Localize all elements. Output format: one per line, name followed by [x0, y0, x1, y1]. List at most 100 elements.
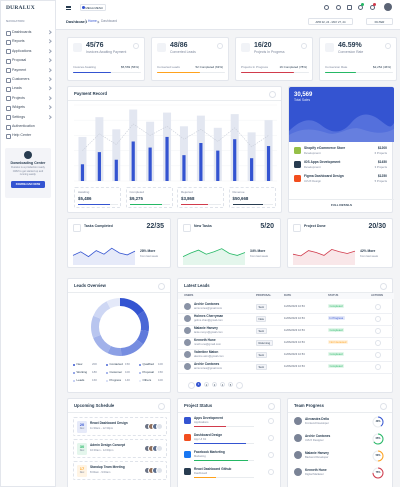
breadcrumb-item[interactable]: Home — [88, 19, 97, 23]
legend-dot — [139, 379, 141, 382]
sidebar — [0, 0, 56, 487]
stat-foot: Invoices Awaiting — [73, 65, 96, 69]
menu-icon — [6, 96, 11, 102]
progress-icon — [73, 224, 81, 232]
stat-menu[interactable] — [301, 43, 307, 49]
area-line — [182, 248, 246, 257]
menu-item[interactable]: Widgets — [12, 105, 25, 110]
header-icon[interactable] — [347, 4, 352, 10]
attendee-avatar — [156, 467, 163, 474]
ring-label: 50% — [375, 453, 381, 457]
menu-item[interactable]: Authentication — [12, 124, 35, 128]
lead-date: 11/06/2023 10:53 — [284, 341, 305, 344]
summary-value: $5,486 — [78, 196, 92, 201]
project-action[interactable] — [268, 418, 274, 424]
full-details-link[interactable]: FULL DETAILS — [330, 203, 353, 207]
action-button[interactable] — [375, 304, 381, 310]
project-action[interactable] — [268, 435, 274, 441]
proposal-badge: New — [256, 316, 267, 323]
legend-value: 20K — [92, 362, 98, 366]
action-button[interactable] — [375, 364, 381, 370]
progress-card: New Tasks 5/20 34% More from last week — [177, 218, 281, 268]
legend-dot — [73, 363, 75, 366]
menu-item[interactable]: Customers — [12, 77, 30, 81]
progress-fill — [157, 72, 200, 74]
progress-value: 5/20 — [260, 223, 274, 230]
sales-label: Total Sales — [294, 98, 311, 102]
project-action[interactable] — [268, 469, 274, 475]
card-menu[interactable] — [158, 283, 165, 290]
page-number[interactable]: 2 — [204, 382, 209, 387]
menu-item[interactable]: Projects — [12, 95, 25, 100]
menu-item[interactable]: Dashboards — [12, 30, 32, 34]
menu-item[interactable]: Applications — [12, 48, 32, 53]
project-action[interactable] — [268, 452, 274, 458]
mega-menu[interactable]: MEGA MENU — [80, 3, 106, 11]
card-menu[interactable] — [380, 283, 387, 290]
page-number[interactable]: 5 — [228, 382, 233, 387]
action-button[interactable] — [375, 328, 381, 334]
lead-name: Malanie Hanvey — [194, 326, 218, 330]
bar — [97, 152, 101, 181]
summary-value: $3,868 — [181, 196, 195, 201]
page-prev[interactable] — [188, 382, 195, 389]
header-icon[interactable] — [324, 4, 329, 10]
event-time: 8:00am - 9:00am — [90, 471, 111, 474]
card-menu[interactable] — [269, 91, 276, 98]
menu-item[interactable]: Proposal — [12, 58, 27, 63]
lead-avatar — [184, 363, 191, 370]
menu-item[interactable]: Reports — [12, 39, 25, 44]
date-range[interactable]: APR 02, 24 - MAY 27, 24 — [308, 18, 353, 25]
member-name: Alexandra Della — [305, 416, 329, 421]
menu-item[interactable]: Help Center — [12, 133, 32, 138]
progress-icon — [293, 224, 301, 232]
legend-value: 18K — [92, 370, 98, 374]
legend-value: 15K — [125, 362, 131, 366]
event-title: Standup Team Meeting — [90, 465, 125, 469]
column-header: PROPOSAL — [256, 294, 272, 298]
stat-icon — [241, 43, 250, 52]
header-icon[interactable] — [370, 4, 375, 10]
action-button[interactable] — [375, 340, 381, 346]
menu-item[interactable]: Leads — [12, 86, 22, 91]
filter-button[interactable]: FILTER — [366, 18, 393, 25]
member-role: UI/UX Designer — [305, 438, 324, 442]
proposal-badge: Sent — [256, 328, 267, 335]
progress-title: Tasks Completed — [84, 224, 113, 228]
legend-dot — [106, 371, 108, 374]
stat-menu[interactable] — [217, 43, 223, 49]
progress-fill — [73, 72, 112, 74]
event-time: 11:30am - 12:30pm — [90, 427, 114, 430]
lead-email: lanie.nveyn@gmail.com — [194, 331, 223, 334]
menu-item[interactable]: Payment — [12, 67, 27, 72]
team-progress-card: Team Progress Alexandra Della Frontend Dev… — [287, 398, 393, 487]
item-count: 5 Projects — [374, 178, 387, 183]
action-button[interactable] — [375, 352, 381, 358]
progress-card: Project Done 20/30 42% More from last week — [287, 218, 393, 268]
action-button[interactable] — [375, 316, 381, 322]
header-icon[interactable] — [336, 4, 341, 10]
page-number[interactable]: 1 — [196, 382, 201, 387]
bar — [182, 155, 186, 181]
stat-menu[interactable] — [133, 43, 139, 49]
stat-foot: Projects In Progress — [241, 65, 269, 69]
card-menu[interactable] — [380, 403, 387, 410]
menu-item[interactable]: Settings — [12, 114, 25, 119]
page-number[interactable]: 4 — [220, 382, 225, 387]
stat-menu[interactable] — [385, 43, 391, 49]
column-header: DATE — [284, 294, 292, 298]
page-next[interactable] — [236, 382, 243, 389]
project-icon — [184, 451, 191, 458]
page-number[interactable]: 3 — [212, 382, 217, 387]
stat-value: 16/20 — [254, 42, 272, 49]
header-icon[interactable] — [358, 4, 363, 10]
ring-progress — [372, 433, 384, 445]
card-menu[interactable] — [268, 403, 275, 410]
chart — [72, 247, 136, 265]
promo-button[interactable]: DOWNLOAD NOW — [11, 181, 45, 188]
attendee-avatar — [156, 423, 163, 430]
card-menu[interactable] — [158, 403, 165, 410]
user-avatar[interactable] — [384, 3, 392, 11]
legend-dot — [106, 379, 108, 382]
